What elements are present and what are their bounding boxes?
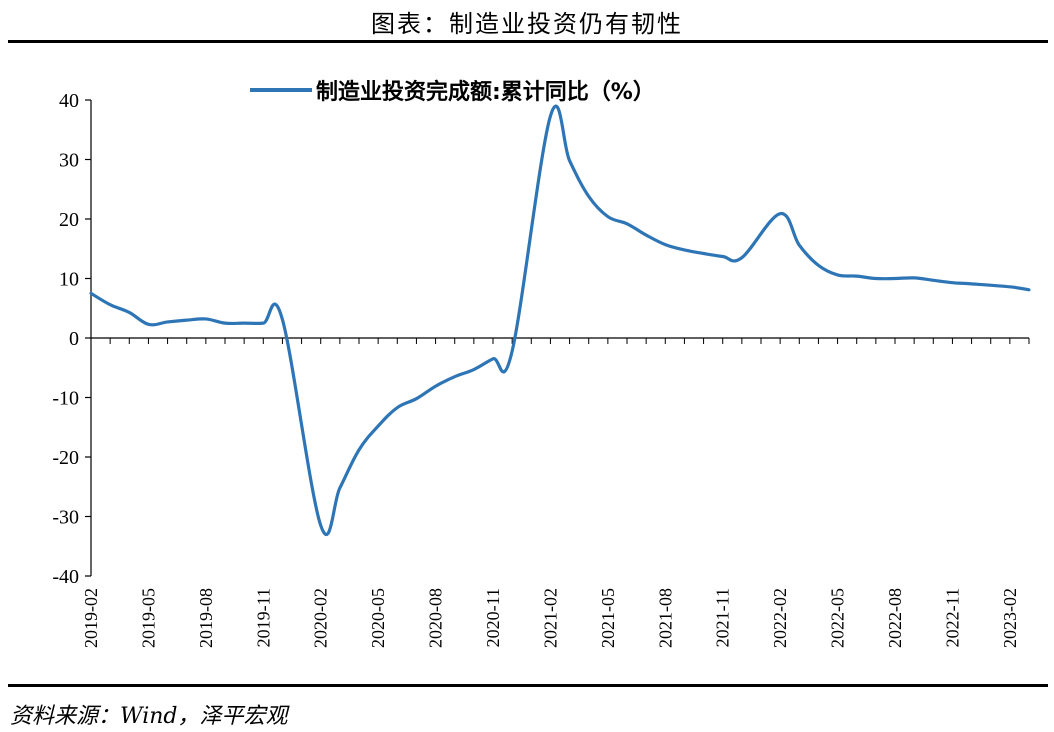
x-tick-label: 2021-05 — [598, 588, 618, 648]
x-tick-label: 2020-02 — [311, 588, 331, 648]
chart-legend: 制造业投资完成额:累计同比（%） — [250, 79, 655, 105]
y-tick-label: -40 — [52, 566, 79, 588]
x-tick-label: 2023-02 — [1000, 588, 1020, 648]
x-tick-label: 2019-02 — [81, 588, 101, 648]
y-tick-label: -20 — [52, 447, 79, 469]
y-tick-label: 20 — [59, 209, 79, 231]
x-tick-label: 2020-05 — [368, 588, 388, 648]
x-tick-label: 2021-02 — [540, 588, 560, 648]
y-tick-label: -10 — [52, 388, 79, 410]
legend-label: 制造业投资完成额:累计同比（%） — [316, 79, 655, 105]
chart-caption: 图表：制造业投资仍有韧性 — [371, 10, 683, 38]
x-tick-label: 2022-02 — [770, 588, 790, 648]
series-group — [89, 104, 1031, 536]
x-tick-label: 2021-08 — [655, 588, 675, 648]
x-tick-label: 2019-11 — [253, 588, 273, 647]
bottom-divider — [8, 684, 1048, 687]
source-note: 资料来源：Wind，泽平宏观 — [10, 704, 288, 729]
x-tick-label: 2022-11 — [942, 588, 962, 647]
x-tick-label: 2022-08 — [885, 588, 905, 648]
x-tick-label: 2022-05 — [828, 588, 848, 648]
y-tick-label: 10 — [59, 269, 79, 291]
x-tick-label: 2020-11 — [483, 588, 503, 647]
top-divider — [8, 40, 1048, 43]
y-tick-label: -30 — [52, 507, 79, 529]
y-tick-label: 0 — [69, 328, 79, 350]
y-tick-label: 30 — [59, 150, 79, 172]
x-tick-label: 2020-08 — [426, 588, 446, 648]
x-tick-label: 2021-11 — [713, 588, 733, 647]
y-tick-label: 40 — [59, 90, 79, 112]
x-tick-label: 2019-08 — [196, 588, 216, 648]
x-tick-label: 2019-05 — [138, 588, 158, 648]
series-line — [89, 104, 1031, 536]
